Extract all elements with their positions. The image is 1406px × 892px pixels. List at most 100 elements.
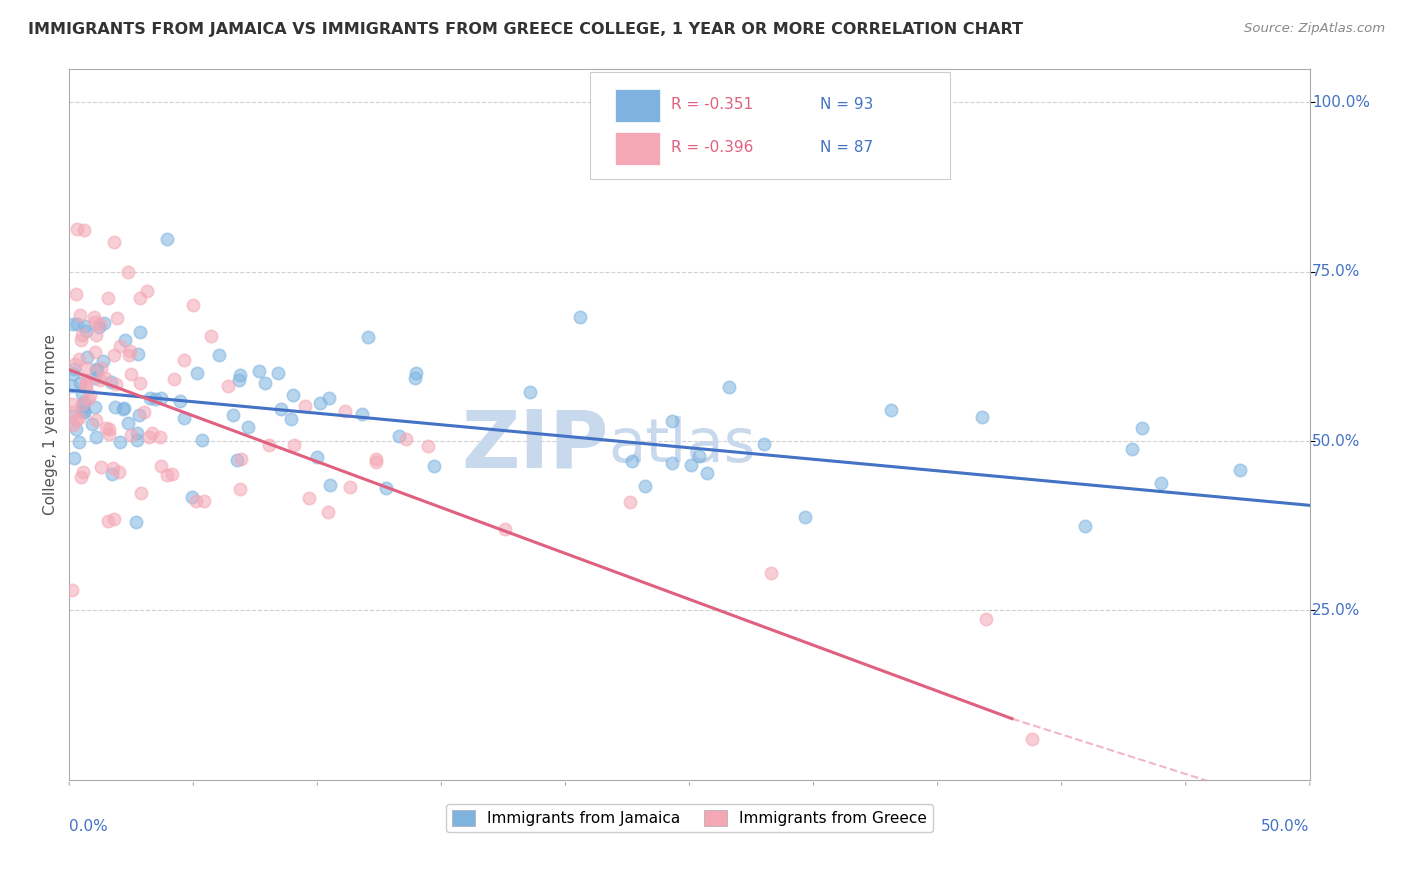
Text: IMMIGRANTS FROM JAMAICA VS IMMIGRANTS FROM GREECE COLLEGE, 1 YEAR OR MORE CORREL: IMMIGRANTS FROM JAMAICA VS IMMIGRANTS FR…: [28, 22, 1024, 37]
Text: N = 93: N = 93: [820, 97, 873, 112]
Point: [257, 438, 280, 452]
Point: [128, 376, 150, 391]
Point: [163, 371, 186, 385]
Point: [83, 370, 105, 384]
Point: [84, 345, 107, 359]
Point: [228, 373, 250, 387]
Point: [134, 405, 156, 419]
Point: [974, 612, 997, 626]
Point: [129, 486, 152, 500]
Point: [105, 310, 128, 325]
Point: [364, 455, 387, 469]
Point: [86, 328, 108, 343]
Point: [305, 450, 328, 464]
Point: [104, 376, 127, 391]
Point: [254, 376, 277, 391]
Point: [416, 439, 439, 453]
Point: [89, 373, 111, 387]
Point: [60, 583, 83, 598]
Point: [73, 405, 96, 419]
Point: [149, 391, 172, 405]
Point: [84, 315, 107, 329]
Point: [62, 405, 84, 419]
Point: [97, 291, 120, 305]
Point: [60, 378, 83, 392]
Point: [1074, 518, 1097, 533]
Point: [75, 319, 97, 334]
Point: [1150, 476, 1173, 491]
Point: [688, 450, 710, 464]
Point: [247, 364, 270, 378]
Point: [229, 482, 252, 496]
Point: [225, 453, 247, 467]
Point: [222, 408, 245, 422]
Point: [67, 351, 90, 366]
Point: [880, 403, 903, 417]
Point: [69, 308, 91, 322]
Point: [634, 478, 657, 492]
Point: [103, 512, 125, 526]
Text: 50.0%: 50.0%: [1312, 434, 1361, 449]
Point: [696, 466, 718, 480]
Point: [89, 317, 111, 331]
Point: [69, 333, 91, 347]
Point: [229, 452, 252, 467]
Point: [1229, 462, 1251, 476]
Point: [193, 493, 215, 508]
Point: [156, 468, 179, 483]
Point: [96, 421, 118, 435]
Point: [73, 404, 96, 418]
Point: [65, 286, 87, 301]
Point: [181, 491, 204, 505]
Point: [267, 366, 290, 380]
Point: [138, 430, 160, 444]
Point: [62, 450, 84, 465]
Point: [120, 427, 142, 442]
Point: [72, 466, 94, 480]
Point: [73, 223, 96, 237]
Point: [111, 402, 134, 417]
Point: [62, 417, 84, 432]
Point: [186, 366, 208, 380]
Point: [97, 515, 120, 529]
Point: [217, 378, 239, 392]
Point: [69, 376, 91, 390]
Text: ZIP: ZIP: [461, 407, 609, 484]
FancyBboxPatch shape: [614, 132, 659, 164]
Point: [228, 368, 250, 383]
Text: 0.0%: 0.0%: [69, 819, 108, 834]
Point: [149, 430, 172, 444]
Point: [759, 566, 782, 581]
Point: [84, 430, 107, 444]
Text: N = 87: N = 87: [820, 140, 873, 155]
Point: [181, 298, 204, 312]
Point: [335, 403, 357, 417]
Point: [128, 325, 150, 339]
Point: [94, 371, 117, 385]
Point: [125, 426, 148, 441]
Point: [679, 458, 702, 473]
Point: [283, 438, 305, 452]
Point: [70, 327, 93, 342]
Point: [141, 425, 163, 440]
Point: [309, 396, 332, 410]
Point: [283, 388, 305, 402]
Point: [1021, 732, 1043, 747]
FancyBboxPatch shape: [591, 72, 950, 178]
Point: [108, 435, 131, 450]
Point: [100, 375, 122, 389]
Y-axis label: College, 1 year or more: College, 1 year or more: [44, 334, 58, 515]
Point: [404, 371, 426, 385]
Point: [270, 402, 292, 417]
Point: [70, 397, 93, 411]
Point: [60, 396, 83, 410]
Text: 100.0%: 100.0%: [1312, 95, 1371, 110]
Point: [318, 505, 340, 519]
Point: [339, 480, 361, 494]
Point: [76, 360, 98, 375]
Point: [280, 411, 302, 425]
Text: R = -0.396: R = -0.396: [671, 140, 754, 155]
Point: [75, 373, 97, 387]
Point: [136, 285, 159, 299]
Point: [72, 398, 94, 412]
